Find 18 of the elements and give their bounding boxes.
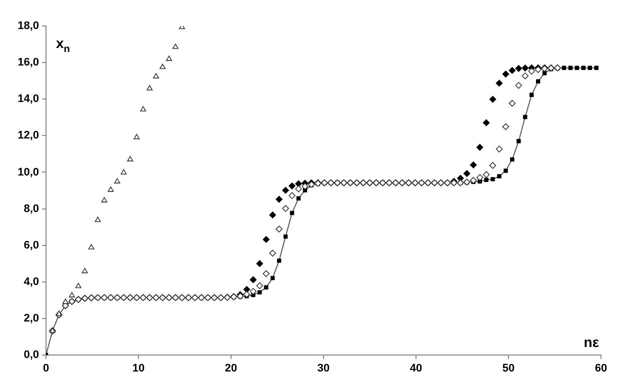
y-tick-label: 4,0 bbox=[24, 276, 39, 288]
y-tick-label: 0,0 bbox=[24, 349, 39, 362]
y-tick-label: 2,0 bbox=[24, 312, 39, 324]
y-tick-label: 16,0 bbox=[18, 56, 39, 69]
x-tick-label: 20 bbox=[224, 362, 238, 375]
x-tick-label: 10 bbox=[132, 362, 145, 375]
x-tick-label: 40 bbox=[410, 362, 422, 375]
y-tick-label: 10,0 bbox=[18, 166, 39, 178]
x-tick-label: 30 bbox=[317, 362, 330, 375]
x-axis-title: nε bbox=[584, 334, 600, 350]
y-tick-label: 14,0 bbox=[18, 93, 39, 106]
y-tick-label: 12,0 bbox=[18, 130, 39, 142]
y-tick-label: 6,0 bbox=[24, 239, 39, 252]
y-tick-label: 18,0 bbox=[18, 20, 39, 32]
y-tick-label: 8,0 bbox=[24, 202, 39, 215]
x-tick-label: 60 bbox=[594, 362, 608, 375]
x-tick-label: 0 bbox=[42, 362, 50, 375]
x-tick-label: 50 bbox=[502, 362, 515, 375]
